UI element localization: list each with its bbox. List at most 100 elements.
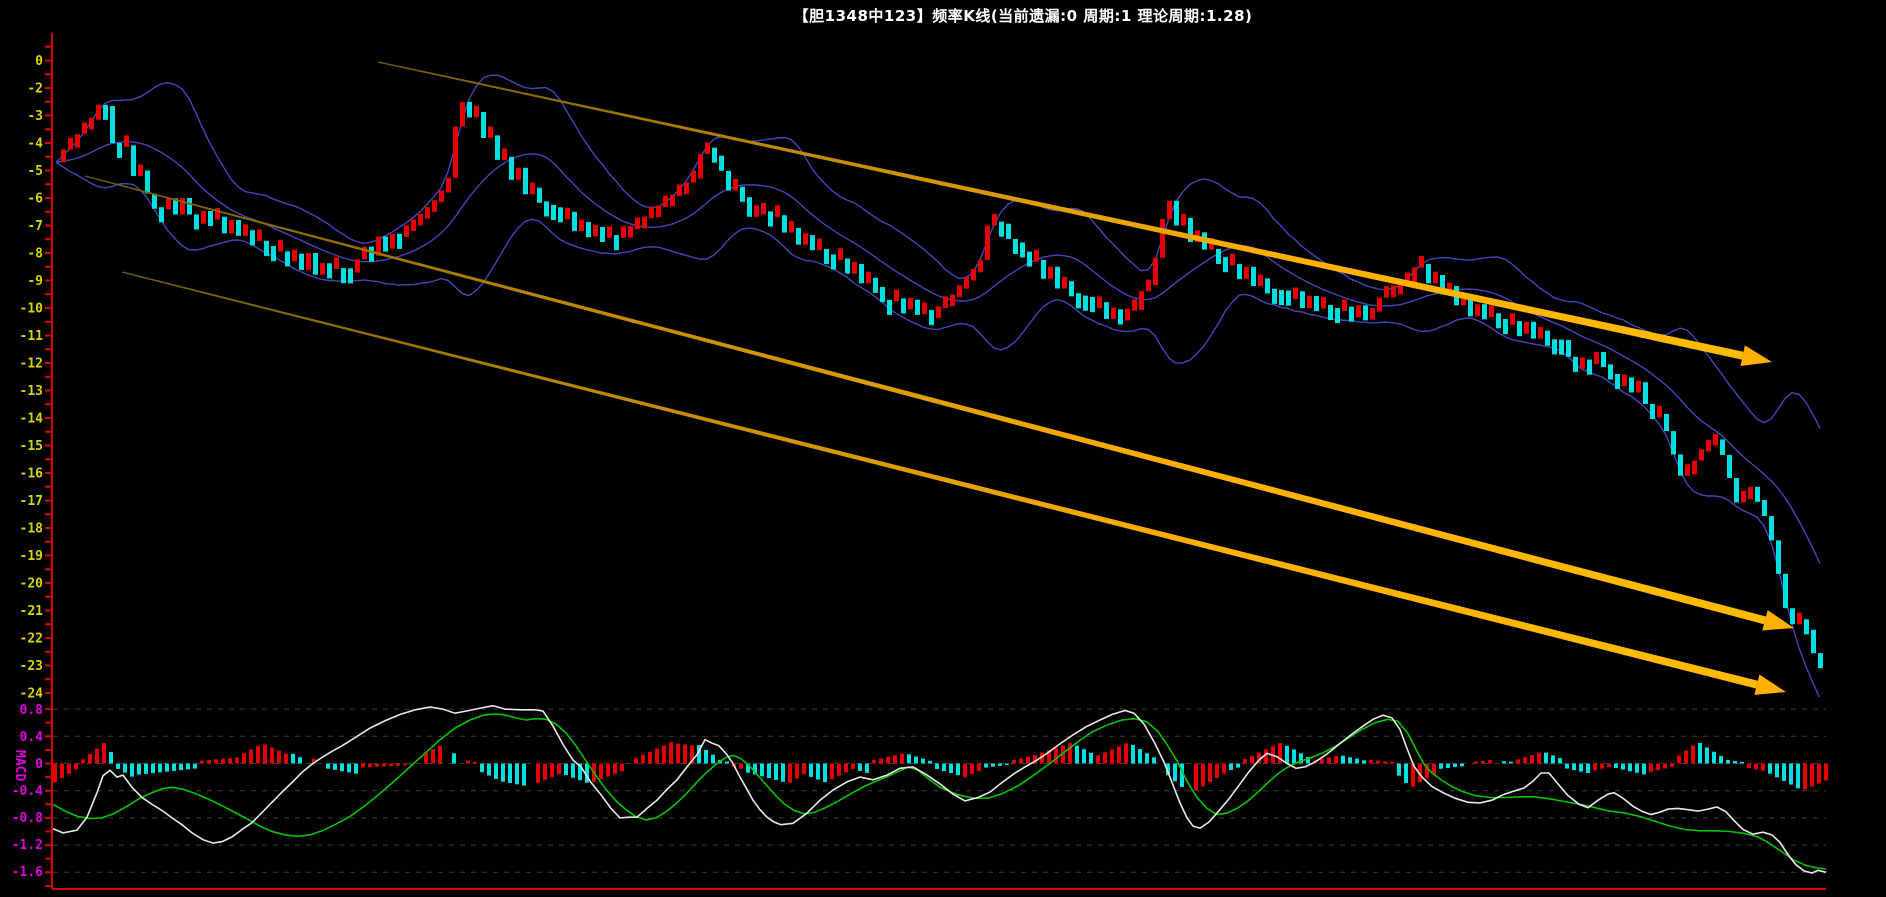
hist-bar-cyan: [760, 763, 764, 777]
hist-bar-cyan: [1145, 753, 1149, 764]
candle-down: [1762, 500, 1767, 516]
candle-up: [1510, 313, 1515, 325]
hist-bar-cyan: [298, 757, 302, 764]
hist-bar-cyan: [172, 763, 176, 771]
main-y-label: -18: [20, 522, 44, 537]
hist-bar-red: [256, 745, 260, 764]
candle-up: [1342, 299, 1347, 311]
hist-bar-red: [872, 760, 876, 764]
hist-bar-cyan: [1698, 743, 1702, 764]
candle-up: [278, 239, 283, 252]
candle-down: [131, 145, 136, 176]
candle-down: [999, 221, 1004, 237]
hist-bar-red: [382, 763, 386, 767]
candle-up: [82, 122, 87, 135]
candle-down: [327, 263, 332, 279]
main-y-label: 0: [35, 54, 43, 69]
candle-down: [173, 198, 178, 215]
main-y-label: -21: [20, 604, 44, 619]
candle-down: [145, 170, 150, 194]
hist-bar-cyan: [921, 758, 925, 764]
hist-bar-cyan: [326, 763, 330, 769]
hist-bar-cyan: [1551, 755, 1555, 764]
hist-bar-red: [1124, 743, 1128, 764]
candle-down: [1566, 340, 1571, 357]
macd-axis-title: MACD: [12, 750, 27, 781]
hist-bar-red: [1110, 749, 1114, 764]
candle-down: [586, 222, 591, 238]
macd-plot-area[interactable]: [53, 700, 1826, 886]
hist-bar-cyan: [928, 760, 932, 764]
hist-bar-cyan: [333, 763, 337, 770]
hist-bar-red: [1754, 763, 1758, 770]
hist-bar-red: [473, 761, 477, 764]
hist-bar-cyan: [704, 749, 708, 764]
hist-bar-cyan: [1621, 763, 1625, 770]
hist-bar-red: [1026, 756, 1030, 764]
candle-down: [551, 204, 556, 220]
hist-bar-red: [60, 763, 64, 779]
candle-up: [1713, 433, 1718, 446]
candle-down: [1734, 478, 1739, 503]
hist-bar-cyan: [725, 761, 729, 764]
hist-bar-red: [1803, 763, 1807, 790]
main-y-label: -5: [27, 164, 43, 179]
hist-bar-cyan: [1726, 760, 1730, 764]
candle-up: [1692, 460, 1697, 475]
candle-down: [1629, 377, 1634, 393]
candle-up: [943, 296, 948, 308]
arrow-head-icon: [1740, 345, 1772, 366]
candle-up: [992, 213, 997, 226]
candle-up: [488, 126, 493, 138]
candle-down: [1069, 281, 1074, 297]
hist-bar-cyan: [1355, 758, 1359, 764]
candle-up: [866, 271, 871, 284]
candle-up: [950, 294, 955, 307]
main-plot-area[interactable]: [53, 33, 1826, 697]
macd-y-label: -0.4: [12, 784, 43, 799]
candle-up: [922, 302, 927, 315]
candle-up: [985, 225, 990, 260]
candle-down: [1573, 356, 1578, 372]
candle-up: [460, 101, 465, 127]
candle-up: [635, 217, 640, 230]
hist-bar-red: [886, 756, 890, 764]
candle-up: [754, 205, 759, 217]
hist-bar-red: [557, 763, 561, 775]
candle-down: [481, 112, 486, 138]
candle-up: [789, 221, 794, 233]
candle-down: [1090, 297, 1095, 313]
main-y-axis: 0 -2 -3 -4 -5 -6 -7 -8 -9 -10 -11 -12 -13 -14 -15 -16 -1…: [20, 33, 53, 889]
hist-bar-cyan: [564, 763, 568, 776]
candle-down: [250, 230, 255, 246]
hist-bar-cyan: [1768, 763, 1772, 774]
hist-bar-cyan: [179, 763, 183, 771]
hist-bar-red: [1264, 749, 1268, 764]
hist-bar-cyan: [956, 763, 960, 776]
candle-down: [299, 253, 304, 270]
hist-bar-red: [235, 757, 239, 764]
hist-bar-red: [802, 763, 806, 775]
candle-down: [1643, 382, 1648, 404]
candle-down: [348, 268, 353, 284]
candle-up: [474, 105, 479, 118]
candle-up: [201, 211, 206, 224]
macd-y-label: 0: [35, 757, 43, 772]
candle-down: [1440, 275, 1445, 295]
candle-up: [1258, 274, 1263, 287]
candle-down: [1020, 242, 1025, 258]
candle-down: [1174, 200, 1179, 226]
candle-down: [341, 268, 346, 284]
candle-down: [208, 211, 213, 227]
hist-bar-cyan: [522, 763, 526, 786]
candle-down: [831, 254, 836, 270]
hist-bar-cyan: [816, 763, 820, 780]
trend-arrow: [84, 175, 1794, 631]
arrow-shaft: [377, 61, 1744, 360]
candle-up: [1405, 272, 1410, 285]
candle-up: [621, 226, 626, 238]
hist-bar-red: [1194, 763, 1198, 791]
hist-bar-red: [1390, 762, 1394, 764]
main-y-label: -2: [27, 82, 43, 97]
